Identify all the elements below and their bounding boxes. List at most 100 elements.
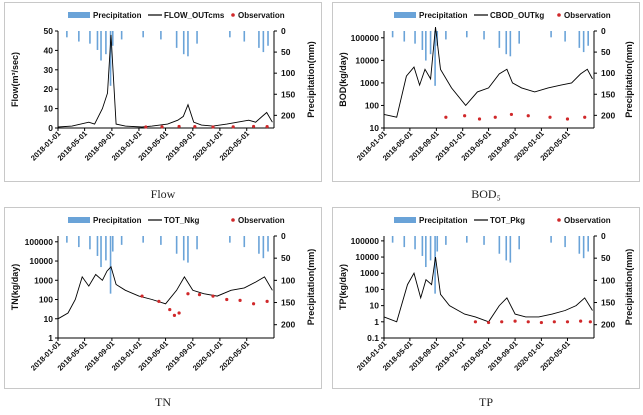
legend-precip-swatch (68, 12, 90, 18)
legend-sim-label: TOT_Nkg (164, 216, 200, 225)
y2-tick-label: 100 (281, 68, 295, 78)
obs-point (251, 124, 256, 129)
legend-sim-label: TOT_Pkg (490, 216, 525, 225)
obs-point (539, 320, 543, 325)
y-tick-label: 1000 (360, 268, 379, 278)
obs-point (526, 114, 530, 118)
legend-sim-label: FLOW_OUTcms (164, 11, 225, 20)
obs-point (168, 307, 172, 312)
y2-tick-label: 0 (601, 26, 606, 36)
y2-axis-title: Precipitation(mm) (624, 249, 634, 326)
obs-point (193, 125, 197, 129)
y-tick-label: 100 (365, 100, 379, 110)
bod-panel: 100000 10000 1000 100 10 0 50 100 150 200 2018-01-… (332, 2, 640, 201)
y-tick-label: 30 (44, 65, 54, 75)
y2-tick-label: 200 (281, 110, 295, 120)
flow-caption: Flow (150, 187, 176, 201)
y-tick-label: 10 (370, 123, 380, 133)
y-tick-label: 40 (44, 45, 54, 55)
obs-point (509, 112, 514, 117)
y-axis-title: TN(kg/day) (10, 264, 20, 311)
obs-point (172, 313, 177, 317)
y2-tick-label: 200 (281, 320, 295, 330)
panel-frame (332, 2, 640, 182)
y-axis-title: Flow(m³/sec) (10, 52, 20, 107)
obs-point (565, 320, 570, 324)
y-tick-label: 100000 (351, 33, 380, 43)
legend-precip-swatch (394, 217, 416, 223)
obs-point (140, 294, 144, 298)
y2-tick-label: 150 (281, 298, 295, 308)
sim-line (383, 257, 593, 323)
y2-tick-label: 100 (281, 275, 295, 285)
obs-point (144, 125, 148, 129)
bod-chart: 100000100001000100100501001502002018-01-… (332, 2, 640, 182)
y-tick-label: 50 (44, 26, 54, 36)
obs-point (579, 319, 583, 323)
obs-point (157, 299, 161, 303)
obs-point (588, 320, 592, 324)
tp-panel: 100000 10000 1000 100 10 1 0.1 0 50 100 150 200 2018… (332, 207, 640, 413)
y2-tick-label: 100 (601, 68, 615, 78)
legend-obs-label: Observation (238, 216, 285, 225)
y2-tick-label: 0 (281, 231, 286, 241)
bod-caption: BOD₅ (471, 187, 501, 201)
flow-chart: 504030201000501001502002018-01-012018-05… (4, 2, 322, 182)
y-tick-label: 10 (44, 314, 54, 324)
panel-frame (332, 207, 640, 389)
legend-precip-label: Precipitation (93, 11, 142, 20)
obs-point (444, 115, 448, 119)
y2-axis-title: Precipitation(mm) (306, 41, 316, 118)
y2-tick-label: 200 (601, 320, 615, 330)
y-tick-label: 10000 (29, 256, 53, 266)
obs-point (552, 320, 556, 324)
y-tick-label: 10000 (355, 252, 379, 262)
obs-point (477, 117, 482, 121)
legend-precip-swatch (394, 12, 416, 18)
y2-tick-label: 0 (281, 26, 286, 36)
y-tick-label: 10 (44, 104, 54, 114)
legend-precip-label: Precipitation (93, 216, 142, 225)
obs-point (238, 298, 242, 302)
sim-line (383, 26, 593, 118)
y2-tick-label: 50 (601, 47, 611, 57)
y-tick-label: 1 (374, 317, 379, 327)
legend-obs-swatch (231, 218, 235, 222)
y2-tick-label: 50 (601, 253, 611, 263)
obs-point (473, 320, 478, 324)
tp-caption: TP (478, 395, 493, 409)
y-tick-label: 100000 (25, 237, 54, 247)
legend-obs-swatch (557, 13, 561, 17)
sim-line (57, 265, 273, 320)
obs-point (463, 114, 467, 118)
y-tick-label: 1000 (34, 275, 53, 285)
tn-chart: 1000001000010001001010501001502002018-01… (4, 207, 322, 389)
obs-point (265, 125, 269, 129)
y2-axis-title: Precipitation(mm) (306, 249, 316, 326)
legend-sim-label: CBOD_OUTkg (490, 11, 544, 20)
legend-obs-swatch (557, 218, 561, 222)
legend-obs-label: Observation (564, 216, 611, 225)
obs-point (197, 293, 202, 297)
legend-precip-label: Precipitation (419, 11, 468, 20)
y2-tick-label: 200 (601, 110, 615, 120)
obs-point (486, 320, 491, 325)
obs-point (225, 297, 229, 302)
obs-point (251, 302, 256, 306)
obs-point (211, 125, 215, 129)
y-tick-label: 10 (370, 301, 380, 311)
obs-point (526, 320, 530, 324)
tn-caption: TN (155, 395, 171, 409)
tp-chart: 1000001000010001001010.10501001502002018… (332, 207, 640, 389)
obs-point (493, 115, 497, 119)
y-axis-title: BOD(kg/day) (338, 52, 348, 107)
y-tick-label: 1000 (360, 78, 379, 88)
obs-point (160, 125, 164, 129)
y2-tick-label: 150 (601, 89, 615, 99)
y-tick-label: 20 (44, 84, 54, 94)
tn-panel: 100000 10000 1000 100 10 1 0 50 100 150 200 2018-01… (4, 207, 322, 413)
legend-obs-label: Observation (238, 11, 285, 20)
y-tick-label: 100 (39, 295, 53, 305)
y-tick-label: 10000 (355, 55, 379, 65)
obs-point (177, 311, 181, 315)
